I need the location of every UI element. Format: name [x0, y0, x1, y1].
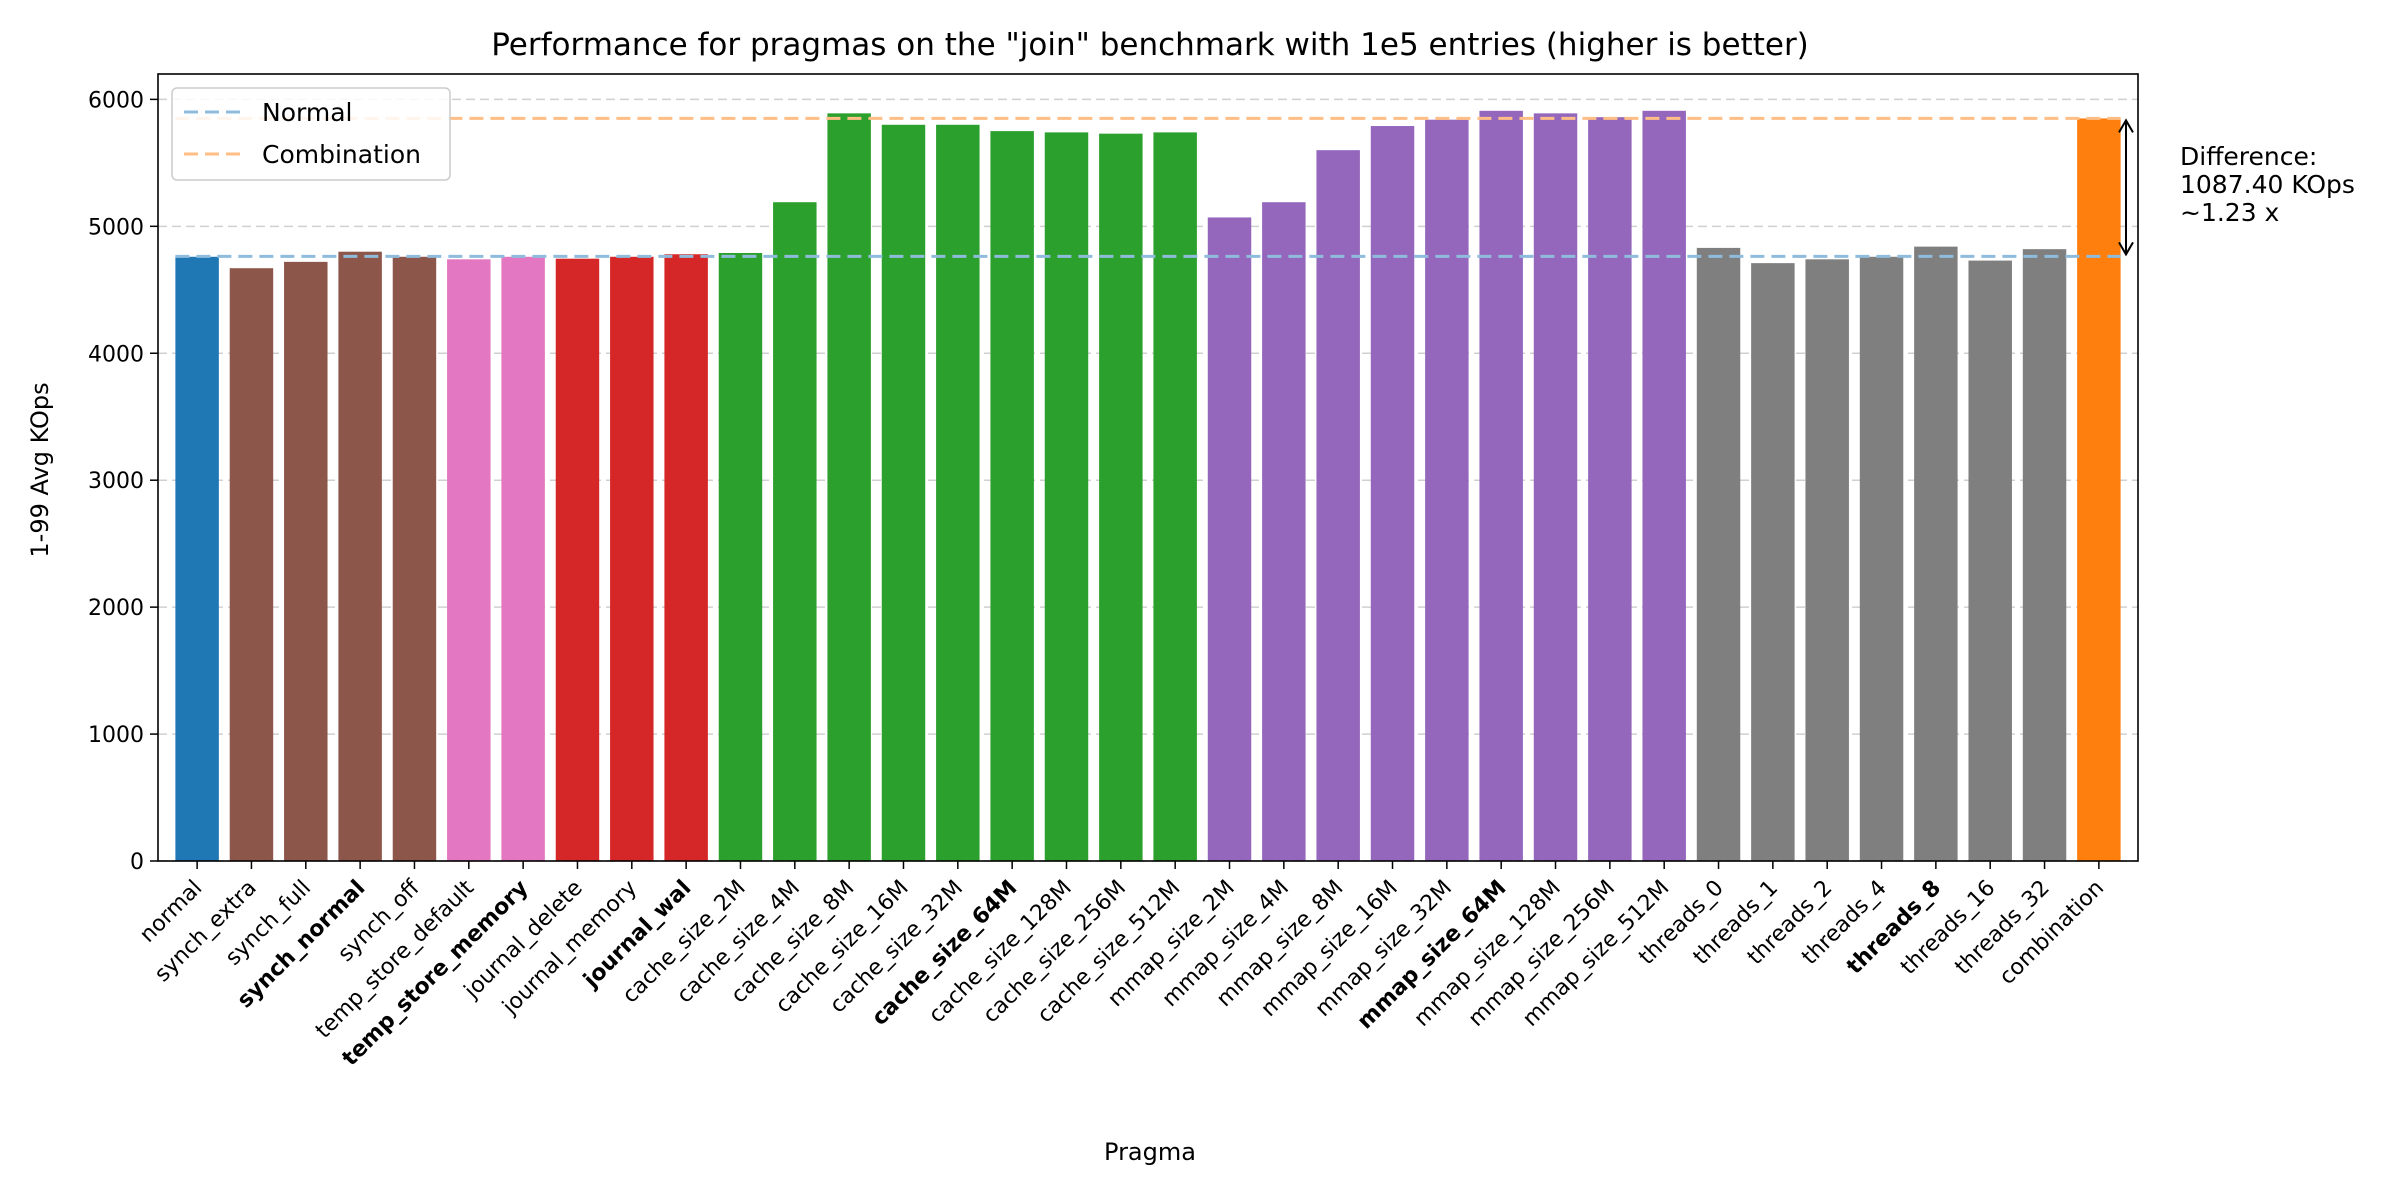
plot-frame [157, 73, 2139, 862]
y-tick-label: 0 [130, 850, 144, 875]
annotation-text: ~1.23 x [2180, 198, 2279, 227]
y-tick-label: 6000 [88, 88, 144, 113]
bar-mmap-size-256M [1588, 117, 1632, 861]
arrow-head-up [2118, 118, 2134, 133]
bar-temp-store-memory [501, 256, 545, 861]
bar-mmap-size-8M [1316, 150, 1360, 862]
bar-cache-size-8M [827, 113, 871, 862]
bar-mmap-size-32M [1425, 119, 1469, 861]
bars [175, 110, 2121, 862]
annotation-text: Difference: [2180, 142, 2317, 171]
bar-mmap-size-2M [1207, 217, 1252, 861]
bar-journal-memory [610, 256, 654, 861]
bar-cache-size-2M [718, 252, 763, 862]
legend-box [171, 87, 451, 181]
bar-cache-size-512M [1153, 132, 1197, 861]
bar-cache-size-256M [1099, 133, 1143, 862]
y-axis: 0 1000 2000 3000 4000 5000 6000 [88, 88, 158, 875]
y-tick-label: 3000 [88, 469, 144, 494]
legend: Normal Combination [171, 87, 451, 181]
bar-normal [175, 256, 219, 861]
bar-synch-full [284, 261, 328, 861]
difference-annotation: Difference:1087.40 KOps~1.23 x [2118, 118, 2355, 257]
annotation-text: 1087.40 KOps [2180, 170, 2355, 199]
bar-temp-store-default [447, 259, 491, 861]
chart-title: Performance for pragmas on the "join" be… [491, 27, 1809, 63]
bar-mmap-size-128M [1533, 113, 1578, 862]
bar-cache-size-128M [1044, 132, 1089, 861]
reference-lines [175, 116, 2121, 258]
y-tick-label: 2000 [88, 596, 144, 621]
bar-synch-normal [338, 251, 382, 862]
bar-threads-1 [1751, 263, 1795, 861]
y-tick-label: 4000 [88, 342, 144, 367]
bar-mmap-size-4M [1262, 202, 1306, 861]
bar-combination [2077, 118, 2121, 861]
y-tick-label: 5000 [88, 215, 144, 240]
bar-threads-4 [1859, 256, 1904, 861]
bar-threads-0 [1696, 247, 1741, 861]
bar-synch-extra [229, 268, 274, 861]
bar-journal-wal [664, 254, 708, 861]
bar-cache-size-32M [936, 124, 980, 862]
bar-mmap-size-16M [1370, 126, 1415, 861]
y-axis-label: 1-99 Avg KOps [26, 382, 54, 557]
bar-threads-32 [2022, 249, 2067, 862]
bar-mmap-size-64M [1479, 110, 1523, 862]
bar-threads-16 [1968, 260, 2012, 861]
bar-threads-8 [1914, 246, 1958, 861]
bar-journal-delete [555, 258, 600, 861]
arrow-head-down [2118, 241, 2134, 257]
bar-synch-off [392, 256, 437, 861]
y-tick-label: 1000 [88, 723, 144, 748]
x-axis-label: Pragma [1104, 1138, 1196, 1166]
bar-cache-size-64M [990, 131, 1034, 861]
legend-label: Normal [262, 98, 352, 127]
legend-label: Combination [262, 140, 421, 169]
bar-threads-2 [1805, 259, 1849, 861]
bar-cache-size-16M [881, 124, 926, 862]
bar-cache-size-4M [773, 202, 817, 861]
bar-mmap-size-512M [1642, 110, 1686, 862]
